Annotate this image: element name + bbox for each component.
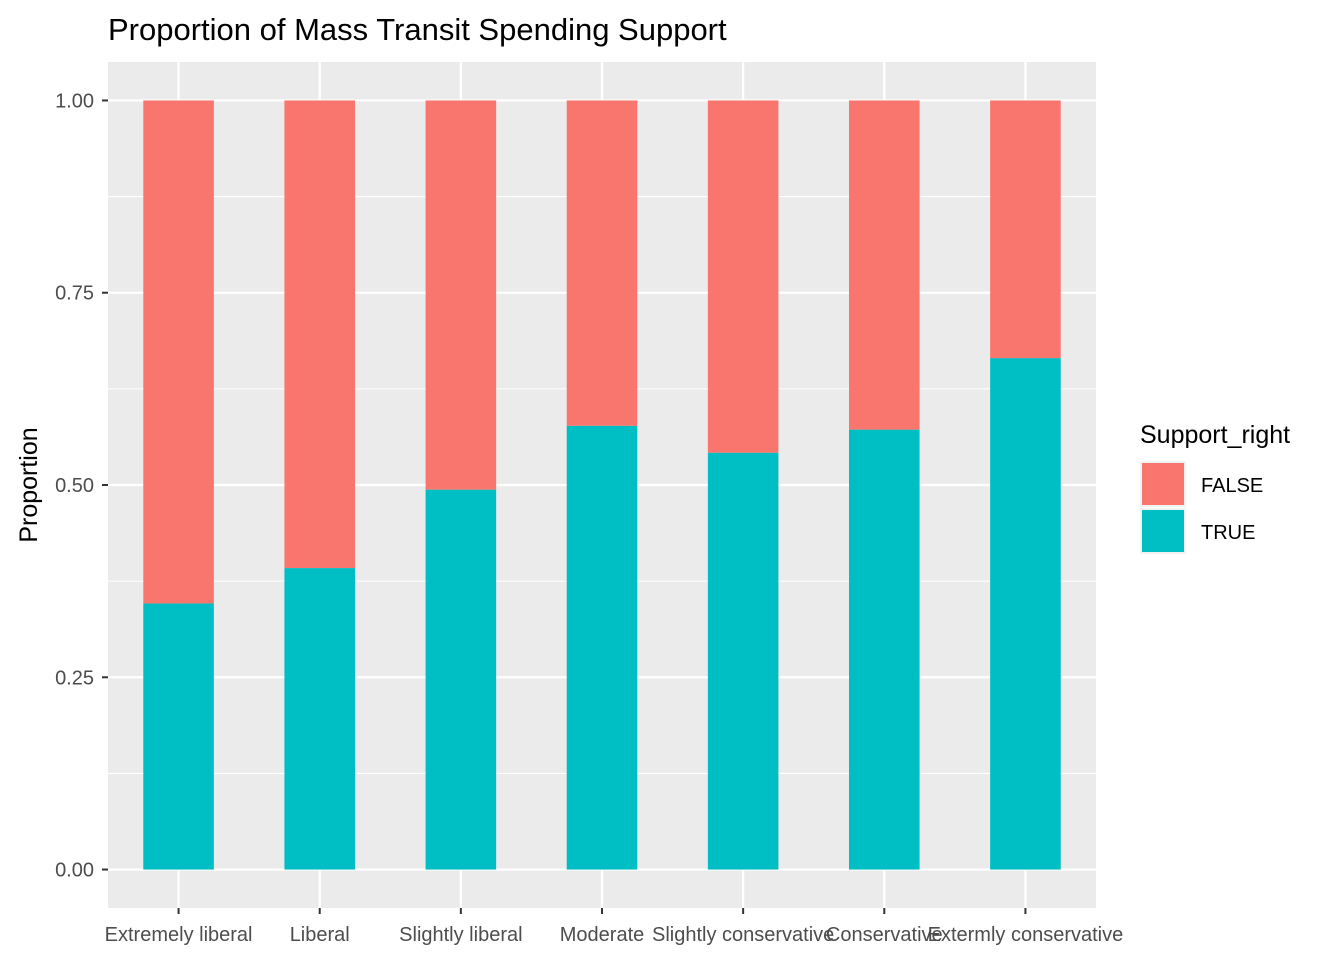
chart-title: Proportion of Mass Transit Spending Supp… (108, 12, 727, 47)
bar-true-3 (566, 425, 638, 870)
bar-false-1 (284, 100, 355, 569)
y-tick-label: 0.00 (55, 860, 94, 882)
bar-false-2 (425, 100, 497, 490)
bar-false-3 (566, 100, 638, 426)
bar-true-6 (990, 358, 1061, 870)
bars-group (143, 100, 1061, 870)
bar-true-1 (284, 568, 355, 870)
y-tick-label: 0.75 (55, 283, 94, 305)
x-axis: Extremely liberal Liberal Slightly liberal… (105, 908, 1124, 946)
y-tick-label: 0.50 (55, 475, 94, 497)
y-axis: 0.00 0.25 0.50 0.75 1.00 (55, 90, 108, 882)
y-axis-title: Proportion (15, 427, 43, 542)
bar-false-4 (707, 100, 779, 453)
bar-true-5 (849, 429, 920, 870)
bar-false-5 (849, 100, 920, 430)
x-tick-label: Slightly conservative (652, 924, 834, 946)
x-tick-label: Extermly conservative (928, 924, 1124, 946)
y-tick-label: 1.00 (55, 90, 94, 112)
legend-title: Support_right (1140, 421, 1290, 449)
legend-label-false: FALSE (1201, 475, 1263, 497)
legend-swatch-true (1142, 510, 1184, 552)
bar-true-2 (425, 489, 497, 870)
x-tick-label: Slightly liberal (399, 924, 522, 946)
legend: Support_right FALSE TRUE (1140, 421, 1290, 554)
x-tick-label: Extremely liberal (105, 924, 253, 946)
bar-false-6 (990, 100, 1061, 359)
y-tick-label: 0.25 (55, 667, 94, 689)
x-tick-label: Conservative (826, 924, 943, 946)
legend-label-true: TRUE (1201, 522, 1255, 544)
bar-true-4 (707, 452, 779, 870)
bar-false-0 (143, 100, 214, 604)
bar-true-0 (143, 603, 214, 870)
legend-swatch-false (1142, 463, 1184, 505)
x-tick-label: Moderate (560, 924, 645, 946)
x-tick-label: Liberal (290, 924, 350, 946)
